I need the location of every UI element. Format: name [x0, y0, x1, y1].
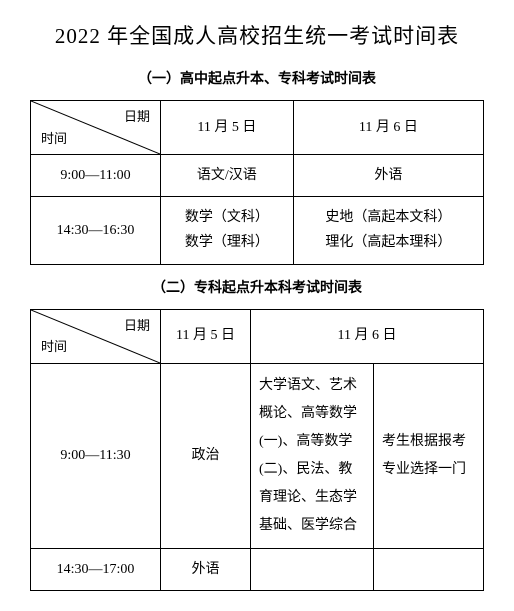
header-time-label: 时间 [41, 127, 67, 150]
subject-cell: 外语 [293, 155, 483, 197]
subject-cell [251, 548, 374, 590]
subject-cell: 政治 [161, 363, 251, 548]
subject-line: 史地（高起本文科） [300, 205, 477, 230]
subject-line: 理化（高起本理科） [300, 230, 477, 255]
subject-cell: 外语 [161, 548, 251, 590]
subject-line: 数学（理科） [167, 230, 287, 255]
main-title: 2022 年全国成人高校招生统一考试时间表 [30, 20, 484, 50]
subject-line: 数学（文科） [167, 205, 287, 230]
subject-cell: 考生根据报考专业选择一门 [374, 363, 484, 548]
table-row: 14:30—16:30 数学（文科） 数学（理科） 史地（高起本文科） 理化（高… [31, 197, 484, 264]
table-row: 14:30—17:00 外语 [31, 548, 484, 590]
time-cell: 14:30—16:30 [31, 197, 161, 264]
subject-cell: 语文/汉语 [161, 155, 294, 197]
col-header-date2: 11 月 6 日 [293, 101, 483, 155]
table-section1: 日期 时间 11 月 5 日 11 月 6 日 9:00—11:00 语文/汉语… [30, 100, 484, 265]
col-header-date2: 11 月 6 日 [251, 309, 484, 363]
diagonal-header-cell: 日期 时间 [31, 101, 161, 155]
table-row: 日期 时间 11 月 5 日 11 月 6 日 [31, 101, 484, 155]
subject-cell: 史地（高起本文科） 理化（高起本理科） [293, 197, 483, 264]
table-row: 9:00—11:00 语文/汉语 外语 [31, 155, 484, 197]
header-date-label: 日期 [124, 314, 150, 337]
table-section2: 日期 时间 11 月 5 日 11 月 6 日 9:00—11:30 政治 大学… [30, 309, 484, 591]
subject-cell: 大学语文、艺术概论、高等数学(一)、高等数学(二)、民法、教育理论、生态学基础、… [251, 363, 374, 548]
table-row: 日期 时间 11 月 5 日 11 月 6 日 [31, 309, 484, 363]
header-time-label: 时间 [41, 335, 67, 358]
header-date-label: 日期 [124, 105, 150, 128]
section1-heading: （一）高中起点升本、专科考试时间表 [30, 68, 484, 88]
subject-cell: 数学（文科） 数学（理科） [161, 197, 294, 264]
diagonal-header-cell: 日期 时间 [31, 309, 161, 363]
time-cell: 14:30—17:00 [31, 548, 161, 590]
time-cell: 9:00—11:00 [31, 155, 161, 197]
table-row: 9:00—11:30 政治 大学语文、艺术概论、高等数学(一)、高等数学(二)、… [31, 363, 484, 548]
time-cell: 9:00—11:30 [31, 363, 161, 548]
col-header-date1: 11 月 5 日 [161, 309, 251, 363]
section2-heading: （二）专科起点升本科考试时间表 [30, 277, 484, 297]
col-header-date1: 11 月 5 日 [161, 101, 294, 155]
subject-cell [374, 548, 484, 590]
